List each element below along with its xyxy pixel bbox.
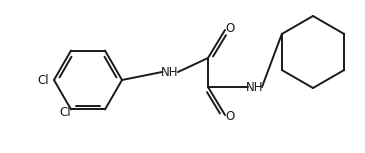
Text: O: O xyxy=(225,110,235,123)
Text: NH: NH xyxy=(246,80,264,93)
Text: O: O xyxy=(225,22,235,34)
Text: NH: NH xyxy=(161,65,179,78)
Text: Cl: Cl xyxy=(37,73,49,86)
Text: Cl: Cl xyxy=(60,106,71,119)
